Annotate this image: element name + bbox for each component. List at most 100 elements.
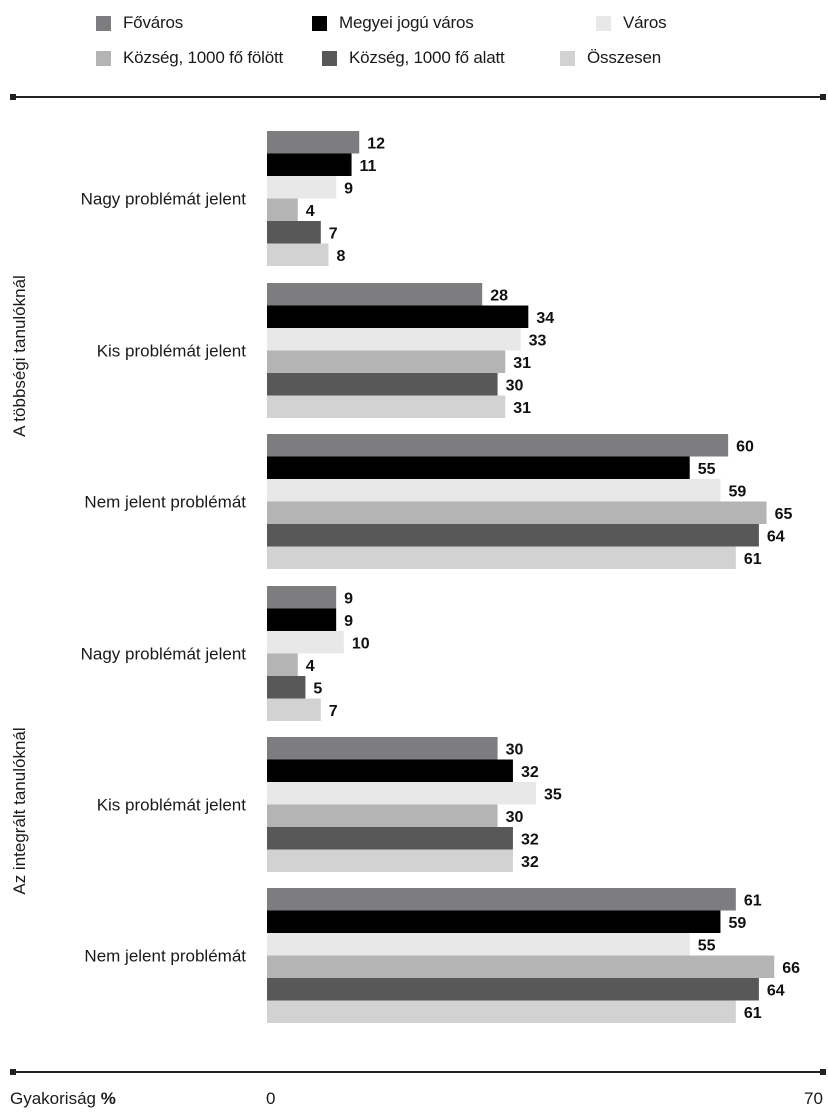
data-label: 59 — [728, 915, 746, 932]
data-label: 34 — [536, 310, 554, 327]
legend-label: Megyei jogú város — [339, 13, 474, 32]
data-label: 64 — [767, 528, 785, 545]
x-axis-title: Gyakoriság % — [10, 1089, 116, 1109]
bar — [267, 350, 506, 373]
group-label: A többségi tanulóknál — [10, 275, 29, 437]
bar — [267, 608, 337, 631]
bar — [267, 653, 298, 676]
legend-label: Összesen — [587, 48, 661, 67]
bar — [267, 434, 729, 457]
legend-item-fovaros: Főváros — [96, 11, 183, 35]
bar — [267, 737, 498, 760]
data-label: 35 — [544, 786, 562, 803]
data-label: 31 — [513, 400, 531, 417]
bar — [267, 849, 513, 872]
bar — [267, 131, 360, 154]
legend-label: Község, 1000 fő alatt — [349, 48, 505, 67]
data-label: 30 — [506, 741, 524, 758]
bar — [267, 698, 321, 721]
bar — [267, 759, 513, 782]
legend-item-kozseg-1000-folott: Község, 1000 fő fölött — [96, 46, 283, 70]
category-label: Kis problémát jelent — [97, 796, 247, 815]
legend-swatch — [322, 50, 337, 66]
legend-item-varos: Város — [596, 11, 667, 35]
bar — [267, 243, 329, 266]
bar — [267, 479, 721, 502]
data-label: 10 — [352, 635, 370, 652]
top-divider — [10, 94, 826, 100]
chart-legend: Főváros Megyei jogú város Város Község, … — [0, 0, 828, 80]
data-label: 9 — [344, 590, 353, 607]
bar — [267, 176, 337, 199]
bar — [267, 501, 767, 524]
category-label: Nagy problémát jelent — [81, 645, 247, 664]
bar — [267, 456, 690, 479]
legend-swatch — [560, 50, 575, 66]
data-label: 55 — [698, 461, 716, 478]
bar — [267, 978, 759, 1001]
data-label: 9 — [344, 613, 353, 630]
x-axis-unit: % — [100, 1089, 116, 1108]
bar — [267, 305, 529, 328]
data-label: 31 — [513, 355, 531, 372]
bar — [267, 1000, 736, 1023]
data-label: 60 — [736, 438, 754, 455]
legend-swatch — [312, 15, 327, 31]
bar — [267, 955, 775, 978]
legend-swatch — [96, 50, 111, 66]
x-axis-min-label: 0 — [266, 1089, 276, 1108]
group-label: Az integrált tanulóknál — [10, 727, 29, 894]
bar — [267, 328, 521, 351]
legend-item-kozseg-1000-alatt: Község, 1000 fő alatt — [322, 46, 505, 70]
data-label: 11 — [360, 158, 377, 175]
bar — [267, 888, 736, 911]
category-label: Kis problémát jelent — [97, 342, 247, 361]
data-label: 12 — [367, 135, 385, 152]
legend-label: Község, 1000 fő fölött — [123, 48, 284, 67]
data-label: 8 — [336, 248, 345, 265]
data-label: 7 — [329, 703, 338, 720]
bar — [267, 933, 690, 956]
bar — [267, 395, 506, 418]
data-label: 5 — [313, 680, 322, 697]
bar — [267, 804, 498, 827]
bar — [267, 524, 759, 547]
data-label: 33 — [529, 332, 547, 349]
bar — [267, 283, 483, 306]
data-label: 32 — [521, 831, 539, 848]
data-label: 4 — [306, 203, 315, 220]
x-axis-title-text: Gyakoriság — [10, 1089, 101, 1108]
bar — [267, 827, 513, 850]
data-label: 64 — [767, 982, 785, 999]
data-label: 32 — [521, 854, 539, 871]
data-label: 4 — [306, 658, 315, 675]
bar — [267, 198, 298, 221]
data-label: 30 — [506, 377, 524, 394]
legend-item-osszesen: Összesen — [560, 46, 661, 70]
bottom-divider — [10, 1069, 826, 1075]
bar — [267, 153, 352, 176]
bar — [267, 782, 536, 805]
category-label: Nagy problémát jelent — [81, 190, 247, 209]
legend-swatch — [596, 15, 611, 31]
bar — [267, 676, 306, 699]
data-label: 61 — [744, 551, 762, 568]
bar — [267, 586, 337, 609]
legend-swatch — [96, 15, 111, 31]
bar — [267, 546, 736, 569]
data-label: 66 — [782, 960, 800, 977]
data-label: 61 — [744, 1005, 762, 1022]
category-label: Nem jelent problémát — [84, 947, 246, 966]
bar — [267, 910, 721, 933]
bar — [267, 373, 498, 396]
category-label: Nem jelent problémát — [84, 493, 246, 512]
legend-label: Város — [623, 13, 667, 32]
x-axis-max-label: 70 — [804, 1089, 823, 1108]
data-label: 55 — [698, 937, 716, 954]
data-label: 61 — [744, 892, 762, 909]
data-label: 59 — [728, 483, 746, 500]
data-label: 7 — [329, 225, 338, 242]
legend-item-megyei-jogu-varos: Megyei jogú város — [312, 11, 474, 35]
data-label: 9 — [344, 180, 353, 197]
data-label: 65 — [775, 506, 793, 523]
